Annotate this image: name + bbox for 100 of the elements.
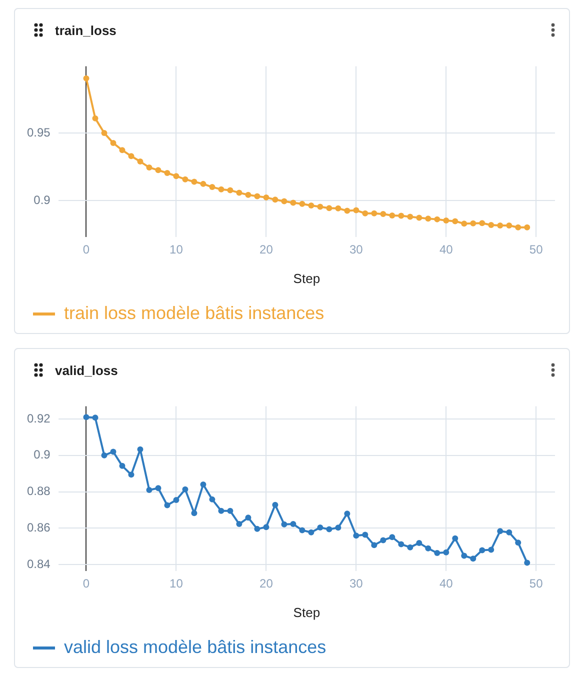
point bbox=[83, 414, 90, 420]
point bbox=[209, 496, 216, 502]
point bbox=[272, 502, 278, 508]
point bbox=[263, 524, 270, 530]
point bbox=[254, 193, 260, 200]
point bbox=[470, 220, 476, 226]
point bbox=[488, 546, 494, 553]
point bbox=[389, 212, 396, 219]
point bbox=[443, 218, 450, 224]
point bbox=[398, 541, 404, 548]
point bbox=[128, 472, 134, 478]
point bbox=[308, 529, 314, 536]
y-tick-label: 0.95 bbox=[26, 125, 51, 140]
point bbox=[182, 176, 188, 182]
point bbox=[344, 510, 350, 517]
point bbox=[479, 547, 486, 554]
point bbox=[281, 198, 288, 204]
point bbox=[434, 550, 440, 556]
y-tick-label: 0.84 bbox=[26, 556, 51, 571]
point bbox=[407, 214, 414, 220]
point bbox=[317, 204, 324, 210]
point bbox=[308, 202, 314, 209]
point bbox=[128, 153, 134, 160]
point bbox=[524, 560, 530, 566]
point bbox=[272, 196, 278, 203]
x-tick-label: 10 bbox=[170, 242, 184, 257]
point bbox=[263, 194, 270, 200]
point bbox=[497, 222, 504, 229]
point bbox=[470, 556, 476, 562]
x-axis-title: Step bbox=[293, 604, 320, 620]
point bbox=[101, 130, 108, 136]
point bbox=[326, 526, 332, 532]
y-tick-label: 0.9 bbox=[34, 192, 51, 207]
point bbox=[461, 220, 468, 227]
point bbox=[209, 184, 216, 190]
point bbox=[317, 524, 324, 530]
point bbox=[380, 211, 386, 218]
point bbox=[173, 496, 180, 503]
point bbox=[110, 448, 116, 455]
point bbox=[335, 524, 342, 531]
point bbox=[443, 549, 450, 556]
x-tick-label: 50 bbox=[529, 242, 544, 257]
point bbox=[110, 140, 116, 146]
point bbox=[191, 510, 198, 516]
point bbox=[146, 486, 152, 493]
point bbox=[245, 514, 252, 521]
point bbox=[416, 540, 422, 546]
point bbox=[515, 224, 522, 230]
point bbox=[119, 147, 126, 154]
y-tick-label: 0.9 bbox=[34, 448, 51, 462]
point bbox=[371, 542, 378, 548]
point bbox=[218, 186, 224, 192]
point bbox=[299, 200, 306, 207]
point bbox=[236, 521, 242, 528]
x-tick-label: 30 bbox=[349, 576, 364, 591]
point bbox=[281, 521, 288, 528]
point bbox=[92, 414, 98, 421]
point bbox=[299, 527, 306, 534]
point bbox=[200, 180, 206, 187]
chart-title: train_loss bbox=[55, 22, 118, 38]
x-tick-label: 0 bbox=[82, 242, 90, 257]
point bbox=[353, 532, 360, 539]
point bbox=[326, 205, 332, 212]
point bbox=[425, 545, 432, 552]
x-tick-label: 50 bbox=[529, 576, 544, 591]
point bbox=[290, 521, 296, 528]
legend-label: valid loss modèle bâtis instances bbox=[64, 636, 326, 657]
point bbox=[398, 212, 404, 219]
point bbox=[488, 222, 494, 228]
point bbox=[362, 532, 368, 538]
point bbox=[227, 187, 234, 194]
point bbox=[227, 508, 234, 514]
point bbox=[182, 486, 188, 492]
point bbox=[407, 544, 414, 550]
point bbox=[371, 210, 378, 216]
point bbox=[524, 224, 530, 230]
point bbox=[344, 208, 350, 214]
x-axis-title: Step bbox=[293, 270, 320, 286]
point bbox=[245, 192, 252, 198]
point bbox=[497, 528, 504, 534]
point bbox=[119, 462, 126, 469]
point bbox=[146, 164, 152, 170]
x-tick-label: 20 bbox=[260, 576, 274, 591]
point bbox=[515, 540, 522, 546]
point bbox=[290, 200, 296, 206]
point bbox=[137, 158, 144, 165]
point bbox=[362, 210, 368, 216]
y-tick-label: 0.92 bbox=[26, 411, 51, 426]
point bbox=[173, 173, 180, 180]
point bbox=[164, 170, 170, 176]
x-tick-label: 0 bbox=[82, 576, 90, 591]
point bbox=[389, 534, 396, 540]
point bbox=[137, 446, 144, 452]
point bbox=[425, 216, 432, 222]
point bbox=[452, 218, 458, 224]
point bbox=[101, 452, 108, 458]
point bbox=[479, 220, 486, 226]
x-tick-label: 40 bbox=[439, 242, 454, 257]
point bbox=[236, 190, 242, 196]
point bbox=[164, 502, 170, 508]
